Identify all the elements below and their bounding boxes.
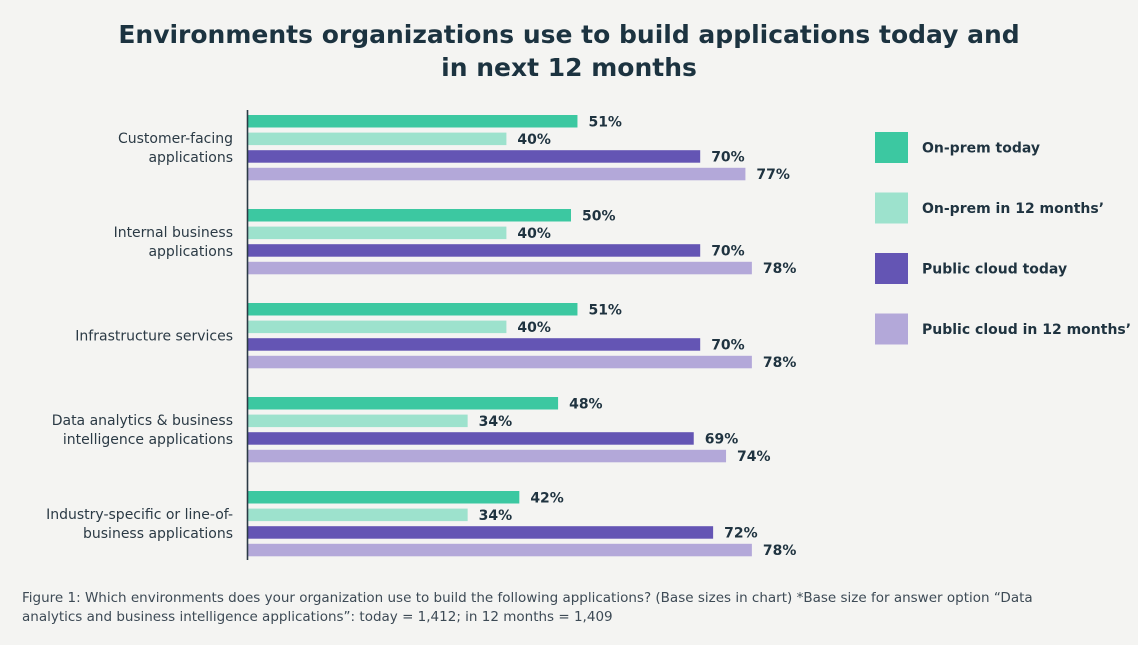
bar-internal-business-applications-on-prem-today [248,209,571,222]
bar-customer-facing-applications-public-cloud-today [248,150,701,163]
data-label-data-analytics-business-intelligence-applications-on-prem-in-12-months: 34% [479,414,513,430]
bar-industry-specific-or-line-of-business-applications-on-prem-today [248,491,520,504]
data-label-industry-specific-or-line-of-business-applications-public-cloud-in-12-months: 78% [763,543,797,559]
bar-industry-specific-or-line-of-business-applications-public-cloud-today [248,526,714,539]
data-label-industry-specific-or-line-of-business-applications-on-prem-in-12-months: 34% [479,508,513,524]
bar-internal-business-applications-public-cloud-today [248,244,701,257]
bar-customer-facing-applications-on-prem-today [248,115,578,128]
bar-industry-specific-or-line-of-business-applications-on-prem-in-12-months [248,508,468,522]
data-label-customer-facing-applications-on-prem-today: 51% [588,114,622,130]
bar-infrastructure-services-on-prem-today [248,303,578,316]
legend: On-prem today On-prem in 12 months’ Public… [875,132,1131,345]
bar-customer-facing-applications-public-cloud-in-12-months [248,167,746,181]
data-label-customer-facing-applications-public-cloud-today: 70% [711,149,745,165]
data-label-internal-business-applications-on-prem-in-12-months: 40% [517,226,551,242]
bar-infrastructure-services-public-cloud-in-12-months [248,355,752,369]
data-label-customer-facing-applications-on-prem-in-12-months: 40% [517,132,551,148]
data-label-data-analytics-business-intelligence-applications-on-prem-today: 48% [569,396,603,412]
category-label-internal-business-applications-line-1: Internal business [114,225,233,241]
figure-caption-line-1: Figure 1: Which environments does your o… [22,590,1033,606]
data-label-infrastructure-services-on-prem-in-12-months: 40% [517,320,551,336]
legend-swatch-public-cloud-in-12-months [875,313,908,345]
bar-data-analytics-business-intelligence-applications-on-prem-in-12-months [248,414,468,428]
bar-infrastructure-services-public-cloud-today [248,338,701,351]
category-label-industry-specific-or-line-of-business-applications-line-1: Industry-specific or line-of- [46,507,233,523]
bar-data-analytics-business-intelligence-applications-public-cloud-today [248,432,694,445]
bar-internal-business-applications-public-cloud-in-12-months [248,261,752,275]
data-label-infrastructure-services-public-cloud-in-12-months: 78% [763,355,797,371]
legend-label-on-prem-today: On-prem today [922,141,1040,157]
bar-industry-specific-or-line-of-business-applications-public-cloud-in-12-months [248,543,752,557]
category-label-data-analytics-business-intelligence-applications-line-2: intelligence applications [63,432,233,448]
data-label-internal-business-applications-public-cloud-in-12-months: 78% [763,261,797,277]
data-label-data-analytics-business-intelligence-applications-public-cloud-today: 69% [705,431,739,447]
chart-title: Environments organizations use to build … [0,18,1138,84]
category-label-data-analytics-business-intelligence-applications-line-1: Data analytics & business [52,413,233,429]
category-label-internal-business-applications-line-2: applications [148,244,233,260]
data-label-data-analytics-business-intelligence-applications-public-cloud-in-12-months: 74% [737,449,771,465]
bars-layer [248,115,752,557]
data-label-industry-specific-or-line-of-business-applications-public-cloud-today: 72% [724,525,758,541]
category-label-industry-specific-or-line-of-business-applications-line-2: business applications [83,526,233,542]
legend-swatch-on-prem-today [875,132,908,163]
figure-caption: Figure 1: Which environments does your o… [22,589,1112,627]
figure-caption-line-2: analytics and business intelligence appl… [22,609,613,625]
category-label-customer-facing-applications-line-1: Customer-facing [118,131,233,147]
data-label-customer-facing-applications-public-cloud-in-12-months: 77% [756,167,790,183]
bar-infrastructure-services-on-prem-in-12-months [248,320,507,334]
legend-label-on-prem-in-12-months: On-prem in 12 months’ [922,201,1104,217]
bar-data-analytics-business-intelligence-applications-on-prem-today [248,397,559,410]
legend-label-public-cloud-in-12-months: Public cloud in 12 months’ [922,322,1131,338]
data-label-infrastructure-services-on-prem-today: 51% [588,302,622,318]
data-label-infrastructure-services-public-cloud-today: 70% [711,337,745,353]
legend-label-public-cloud-today: Public cloud today [922,262,1067,278]
category-label-infrastructure-services-line-1: Infrastructure services [75,329,233,345]
bar-data-analytics-business-intelligence-applications-public-cloud-in-12-months [248,449,727,463]
data-label-internal-business-applications-public-cloud-today: 70% [711,243,745,259]
chart-title-line-2: in next 12 months [441,53,697,82]
data-label-internal-business-applications-on-prem-today: 50% [582,208,616,224]
labels-layer: Customer-facing applications 51% 40% 70% 77% I… [46,114,796,559]
data-label-industry-specific-or-line-of-business-applications-on-prem-today: 42% [530,490,564,506]
bar-internal-business-applications-on-prem-in-12-months [248,226,507,240]
chart-title-line-1: Environments organizations use to build … [118,20,1020,49]
legend-swatch-public-cloud-today [875,253,908,284]
bar-customer-facing-applications-on-prem-in-12-months [248,132,507,146]
legend-swatch-on-prem-in-12-months [875,192,908,224]
category-label-customer-facing-applications-line-2: applications [148,150,233,166]
